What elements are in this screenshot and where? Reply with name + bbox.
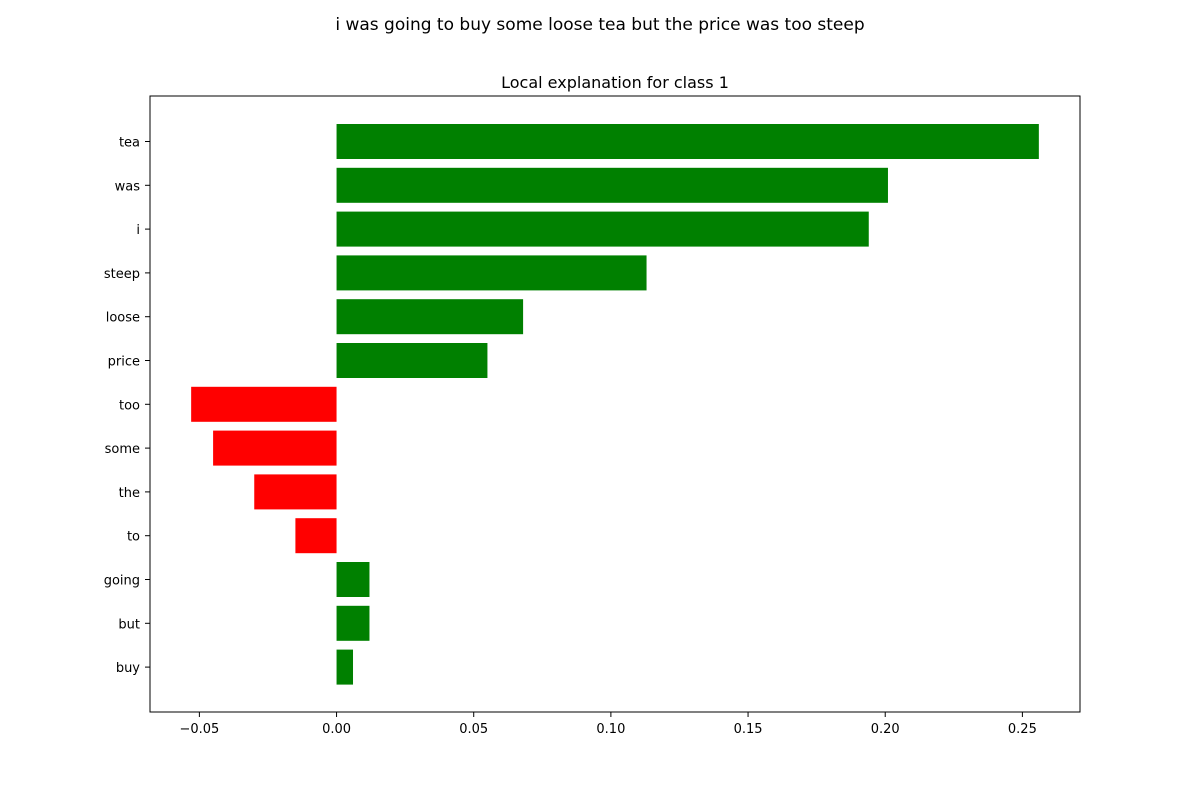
- x-tick-label: 0.10: [596, 722, 625, 737]
- x-tick-label: 0.00: [322, 722, 351, 737]
- figure-suptitle: i was going to buy some loose tea but th…: [335, 15, 864, 35]
- x-tick-label: 0.20: [871, 722, 900, 737]
- y-tick-label: but: [118, 617, 140, 632]
- x-tick-label: 0.05: [459, 722, 488, 737]
- y-tick-label: the: [119, 486, 140, 501]
- bar-to: [295, 518, 337, 554]
- y-tick-label: going: [104, 574, 140, 589]
- bar-i: [336, 211, 869, 247]
- bar-buy: [336, 649, 354, 685]
- axes-frame: [149, 95, 1081, 713]
- bar-some: [213, 430, 337, 466]
- bar-tea: [336, 124, 1039, 159]
- x-tick-label: 0.25: [1008, 722, 1037, 737]
- y-tick-label: to: [127, 530, 140, 545]
- bar-loose: [336, 299, 524, 335]
- y-tick-label: i: [136, 223, 140, 238]
- y-tick-label: tea: [119, 136, 140, 151]
- y-tick-label: was: [115, 179, 141, 194]
- bar-but: [336, 605, 370, 641]
- bar-steep: [336, 255, 647, 291]
- chart-title: Local explanation for class 1: [501, 73, 729, 92]
- bar-the: [254, 474, 337, 510]
- bar-going: [336, 562, 370, 597]
- x-tick-label: 0.15: [734, 722, 763, 737]
- bar-price: [336, 343, 488, 378]
- y-tick-label: buy: [116, 661, 140, 676]
- y-tick-label: steep: [104, 267, 140, 282]
- y-tick-label: some: [105, 442, 140, 457]
- y-tick-label: price: [108, 355, 140, 370]
- bar-was: [336, 167, 888, 203]
- bar-too: [191, 386, 337, 422]
- plot-area: tea was i steep loose price too some the to going b…: [104, 95, 1081, 737]
- y-tick-label: too: [119, 398, 140, 413]
- x-tick-label: −0.05: [179, 722, 219, 737]
- y-tick-label: loose: [106, 311, 140, 326]
